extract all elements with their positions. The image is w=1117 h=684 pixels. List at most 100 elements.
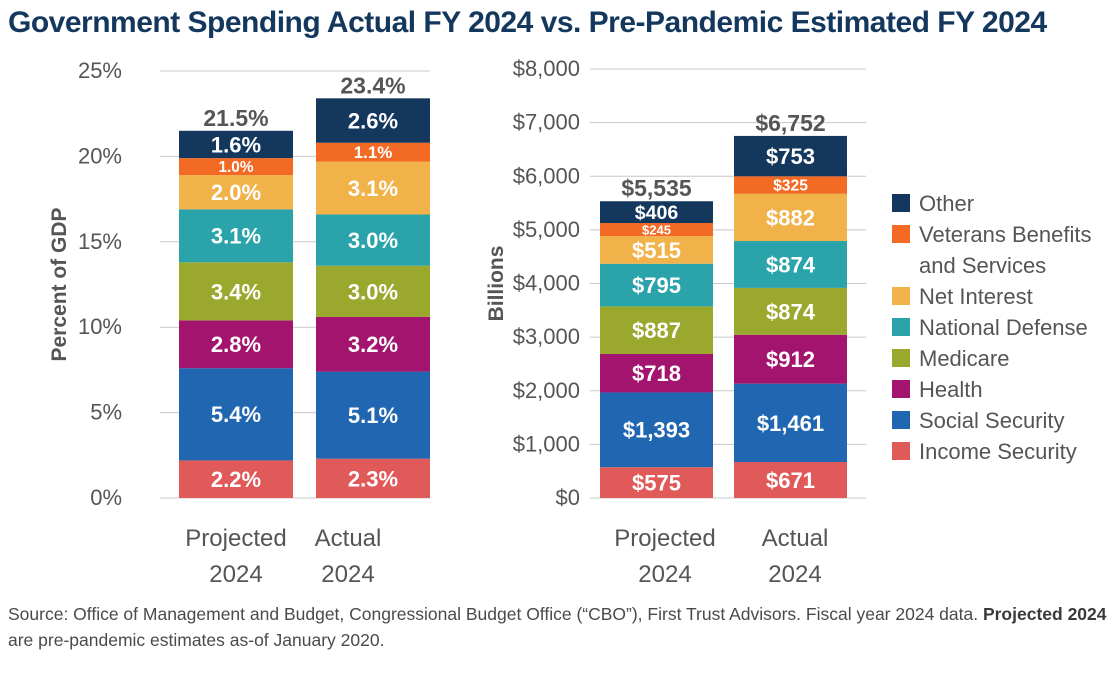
bar-segment-gdp-0-0 bbox=[179, 460, 293, 498]
data-label-gdp-0-7: 1.6% bbox=[211, 132, 261, 157]
x-category-label-billions-0-0: Projected bbox=[614, 525, 715, 552]
legend-label-2-0: Net Interest bbox=[919, 284, 1033, 309]
total-label-gdp-0: 21.5% bbox=[203, 105, 268, 131]
data-label-billions-0-5: $515 bbox=[632, 238, 681, 263]
y-tick-label-billions-8: $8,000 bbox=[513, 56, 580, 81]
y-tick-label-billions-7: $7,000 bbox=[513, 110, 580, 135]
bar-segment-gdp-1-7 bbox=[316, 98, 430, 143]
bar-segment-gdp-1-0 bbox=[316, 458, 430, 498]
legend-swatch-7 bbox=[892, 442, 910, 460]
x-category-label-gdp-0-0: Projected bbox=[185, 525, 286, 552]
total-label-billions-0: $5,535 bbox=[621, 175, 692, 201]
bar-segment-billions-1-5 bbox=[734, 193, 847, 242]
legend-label-6-0: Social Security bbox=[919, 408, 1065, 433]
bar-segment-gdp-0-5 bbox=[179, 175, 293, 210]
legend-label-1-0: Veterans Benefits bbox=[919, 222, 1091, 247]
bar-segment-gdp-0-6 bbox=[179, 158, 293, 176]
y-tick-label-billions-1: $1,000 bbox=[513, 431, 580, 456]
legend-swatch-3 bbox=[892, 318, 910, 336]
data-label-billions-0-3: $887 bbox=[632, 318, 681, 343]
bar-segment-billions-0-4 bbox=[600, 263, 713, 307]
data-label-billions-1-1: $1,461 bbox=[757, 411, 824, 436]
source-bold-text: Projected 2024 bbox=[982, 604, 1107, 624]
data-label-billions-1-5: $882 bbox=[766, 205, 815, 230]
data-label-gdp-0-1: 5.4% bbox=[211, 402, 261, 427]
bar-segment-billions-0-1 bbox=[600, 392, 713, 468]
data-label-gdp-0-4: 3.1% bbox=[211, 224, 261, 249]
legend-label-3-0: National Defense bbox=[919, 315, 1088, 340]
data-label-billions-0-4: $795 bbox=[632, 273, 681, 298]
x-category-label-gdp-1-0: Actual bbox=[315, 525, 382, 552]
data-label-gdp-0-2: 2.8% bbox=[211, 332, 261, 357]
data-label-gdp-1-0: 2.3% bbox=[348, 466, 398, 491]
data-label-gdp-1-1: 5.1% bbox=[348, 403, 398, 428]
data-label-gdp-1-4: 3.0% bbox=[348, 228, 398, 253]
legend-label-7-0: Income Security bbox=[919, 439, 1077, 464]
bar-segment-billions-1-6 bbox=[734, 176, 847, 194]
data-label-gdp-1-3: 3.0% bbox=[348, 279, 398, 304]
bar-segment-billions-1-2 bbox=[734, 334, 847, 384]
bar-segment-billions-0-2 bbox=[600, 353, 713, 393]
bar-segment-billions-1-0 bbox=[734, 462, 847, 498]
data-label-billions-0-7: $406 bbox=[635, 202, 679, 224]
bar-segment-gdp-0-1 bbox=[179, 368, 293, 461]
bar-segment-gdp-1-1 bbox=[316, 371, 430, 459]
legend-swatch-1 bbox=[892, 225, 910, 243]
source-note: Source: Office of Management and Budget,… bbox=[8, 601, 1108, 653]
data-label-billions-0-1: $1,393 bbox=[623, 418, 690, 443]
bar-segment-gdp-1-5 bbox=[316, 161, 430, 215]
y-axis-title-billions: Billions bbox=[485, 246, 508, 322]
legend-swatch-6 bbox=[892, 411, 910, 429]
data-label-gdp-0-3: 3.4% bbox=[211, 279, 261, 304]
legend-label-5-0: Health bbox=[919, 377, 983, 402]
total-label-billions-1: $6,752 bbox=[755, 110, 825, 136]
source-text: Source: Office of Management and Budget,… bbox=[8, 604, 983, 624]
y-tick-label-billions-5: $5,000 bbox=[513, 217, 580, 242]
y-tick-label-billions-2: $2,000 bbox=[513, 378, 580, 403]
total-label-gdp-1: 23.4% bbox=[340, 72, 405, 98]
bar-segment-gdp-0-3 bbox=[179, 262, 293, 321]
data-label-gdp-0-0: 2.2% bbox=[211, 467, 261, 492]
bar-segment-gdp-0-2 bbox=[179, 320, 293, 369]
source-text-end: are pre-pandemic estimates as-of January… bbox=[8, 630, 385, 650]
bar-segment-billions-1-1 bbox=[734, 383, 847, 463]
bar-segment-gdp-0-4 bbox=[179, 209, 293, 263]
data-label-gdp-1-6: 1.1% bbox=[354, 143, 393, 162]
data-label-billions-0-2: $718 bbox=[632, 361, 681, 386]
bar-segment-gdp-1-2 bbox=[316, 316, 430, 372]
data-label-billions-1-3: $874 bbox=[766, 299, 816, 324]
bar-segment-gdp-1-4 bbox=[316, 214, 430, 266]
y-tick-label-gdp-2: 10% bbox=[78, 314, 122, 339]
data-label-billions-0-6: $245 bbox=[642, 222, 671, 237]
y-tick-label-billions-0: $0 bbox=[556, 485, 580, 510]
x-category-label-gdp-1-1: 2024 bbox=[321, 561, 374, 588]
bar-segment-gdp-0-7 bbox=[179, 130, 293, 159]
bar-segment-billions-1-7 bbox=[734, 135, 847, 177]
y-tick-label-gdp-4: 20% bbox=[78, 143, 122, 168]
data-label-gdp-1-5: 3.1% bbox=[348, 176, 398, 201]
bar-segment-billions-0-5 bbox=[600, 236, 713, 264]
x-category-label-gdp-0-1: 2024 bbox=[209, 561, 262, 588]
y-tick-label-billions-6: $6,000 bbox=[513, 163, 580, 188]
chart-title: Government Spending Actual FY 2024 vs. P… bbox=[8, 6, 1047, 39]
legend-swatch-4 bbox=[892, 349, 910, 367]
legend-swatch-2 bbox=[892, 287, 910, 305]
bar-segment-billions-1-4 bbox=[734, 241, 847, 288]
legend-label-1-1: and Services bbox=[919, 253, 1046, 278]
y-tick-label-gdp-0: 0% bbox=[90, 485, 122, 510]
data-label-billions-1-0: $671 bbox=[766, 468, 815, 493]
legend-swatch-5 bbox=[892, 380, 910, 398]
y-tick-label-gdp-1: 5% bbox=[90, 400, 122, 425]
y-tick-label-billions-3: $3,000 bbox=[513, 324, 580, 349]
x-category-label-billions-1-0: Actual bbox=[762, 525, 829, 552]
y-tick-label-billions-4: $4,000 bbox=[513, 271, 580, 296]
bar-segment-billions-0-7 bbox=[600, 201, 713, 224]
bar-segment-gdp-1-3 bbox=[316, 265, 430, 317]
data-label-billions-1-4: $874 bbox=[766, 252, 816, 277]
data-label-gdp-0-5: 2.0% bbox=[211, 180, 261, 205]
data-label-billions-1-2: $912 bbox=[766, 347, 815, 372]
y-axis-title-gdp: Percent of GDP bbox=[48, 207, 71, 361]
charts-canvas: 0% 5% 10% 15% 20% 25% Percent of GDP 2.2% 5.4% 2.… bbox=[48, 56, 1091, 588]
x-category-label-billions-1-1: 2024 bbox=[768, 561, 821, 588]
bar-segment-billions-1-3 bbox=[734, 287, 847, 335]
